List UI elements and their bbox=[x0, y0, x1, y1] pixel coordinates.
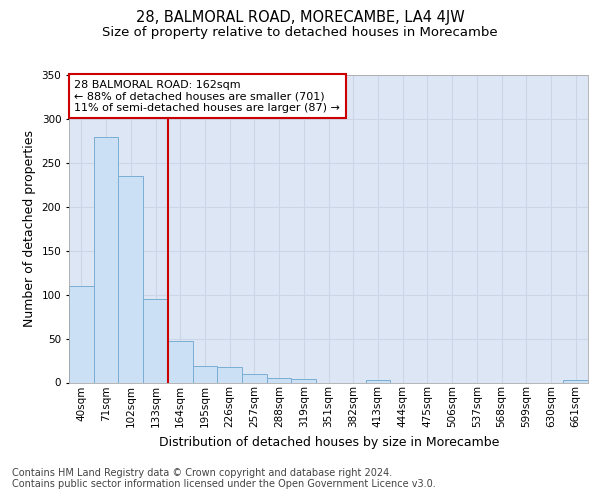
Bar bbox=[118, 176, 143, 382]
Bar bbox=[292, 379, 316, 382]
Bar bbox=[69, 286, 94, 382]
Y-axis label: Number of detached properties: Number of detached properties bbox=[23, 130, 36, 327]
Bar bbox=[94, 136, 118, 382]
Text: 28, BALMORAL ROAD, MORECAMBE, LA4 4JW: 28, BALMORAL ROAD, MORECAMBE, LA4 4JW bbox=[136, 10, 464, 25]
Bar bbox=[217, 366, 242, 382]
Text: Contains HM Land Registry data © Crown copyright and database right 2024.: Contains HM Land Registry data © Crown c… bbox=[12, 468, 392, 477]
Bar bbox=[193, 366, 217, 382]
Bar bbox=[168, 341, 193, 382]
Text: 28 BALMORAL ROAD: 162sqm
← 88% of detached houses are smaller (701)
11% of semi-: 28 BALMORAL ROAD: 162sqm ← 88% of detach… bbox=[74, 80, 340, 113]
Text: Size of property relative to detached houses in Morecambe: Size of property relative to detached ho… bbox=[102, 26, 498, 39]
Bar bbox=[365, 380, 390, 382]
Bar bbox=[563, 380, 588, 382]
Bar bbox=[267, 378, 292, 382]
Text: Contains public sector information licensed under the Open Government Licence v3: Contains public sector information licen… bbox=[12, 479, 436, 489]
Bar bbox=[143, 299, 168, 382]
Text: Distribution of detached houses by size in Morecambe: Distribution of detached houses by size … bbox=[158, 436, 499, 449]
Bar bbox=[242, 374, 267, 382]
